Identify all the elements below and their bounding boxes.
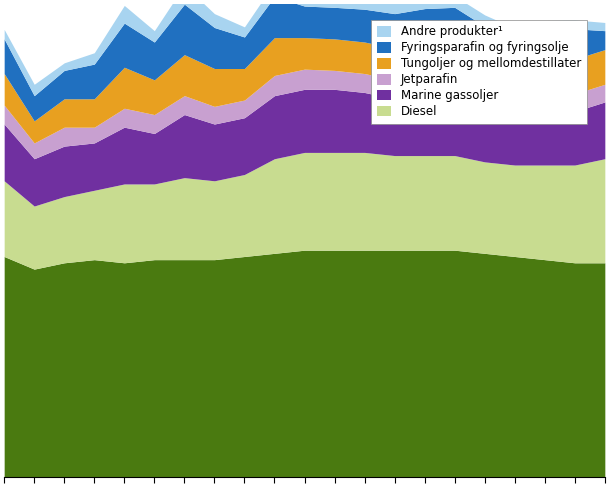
Legend: Andre produkter¹, Fyringsparafin og fyringsolje, Tungoljer og mellomdestillater,: Andre produkter¹, Fyringsparafin og fyri… bbox=[371, 19, 587, 124]
